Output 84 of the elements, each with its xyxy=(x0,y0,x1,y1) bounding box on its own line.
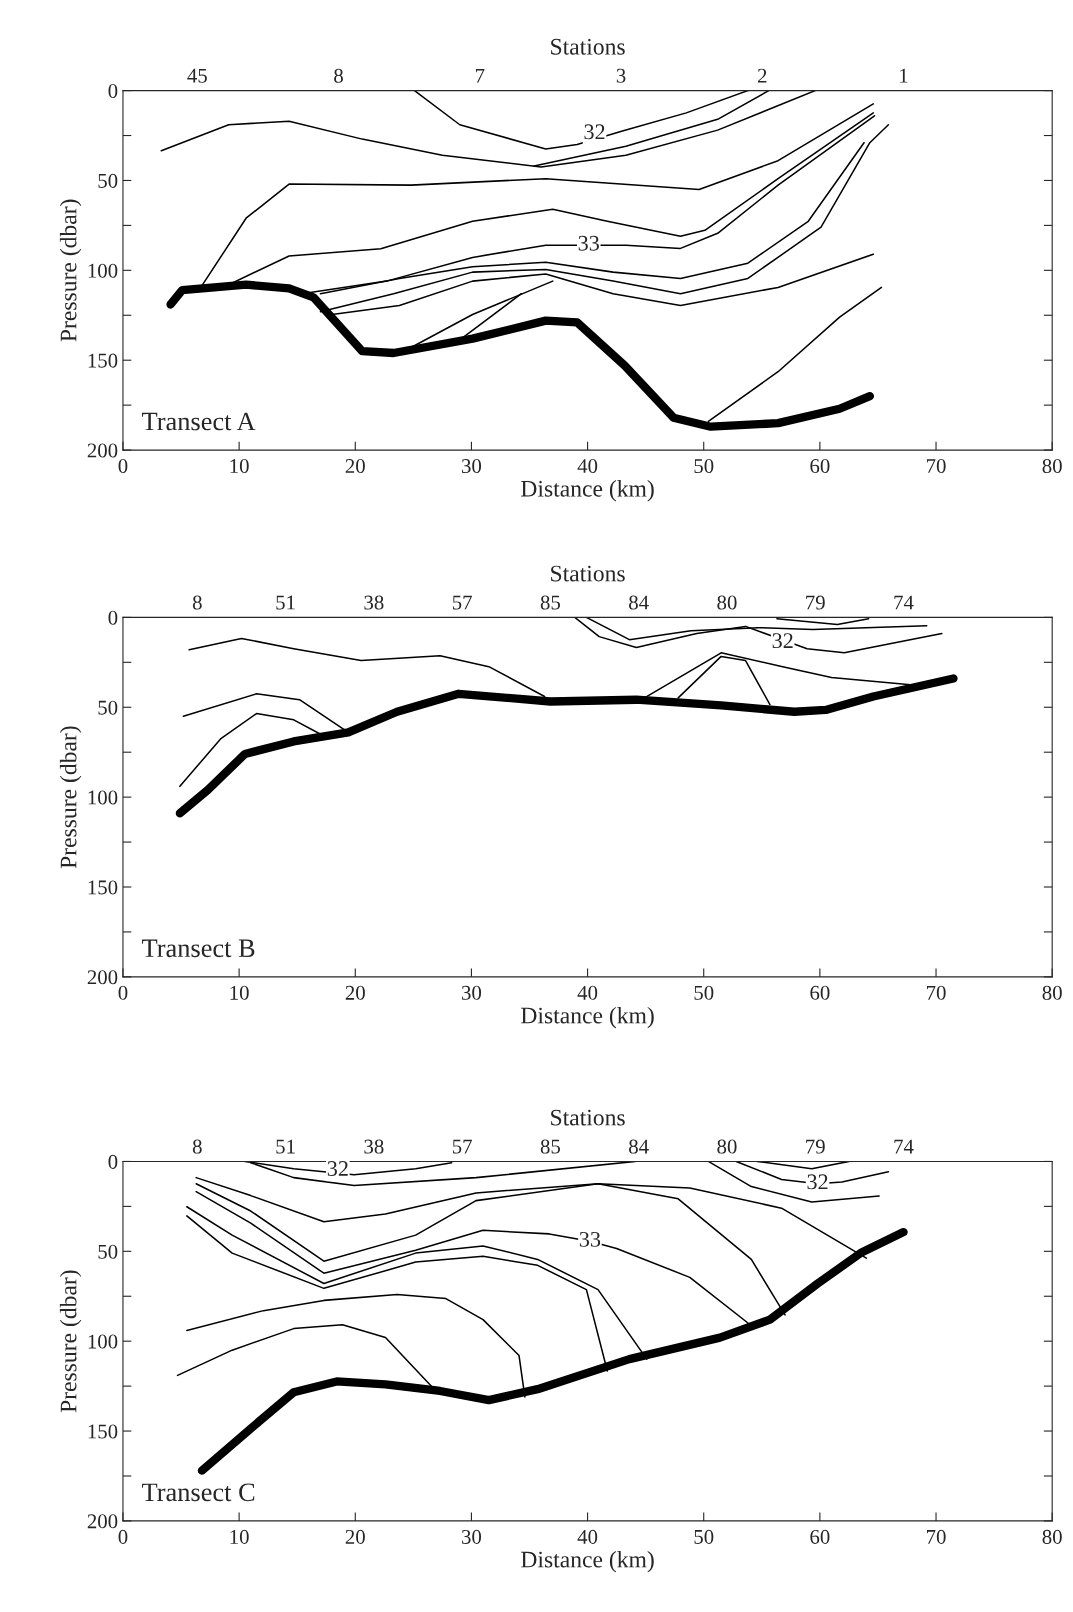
annotation: 32 xyxy=(772,633,793,649)
y-axis-title: Pressure (dbar) xyxy=(59,1270,82,1413)
x-tick-label: 10 xyxy=(230,985,249,1000)
x-tick-label: 50 xyxy=(694,985,714,1000)
text: 74 xyxy=(894,595,914,610)
annotation: Transect A xyxy=(142,412,256,431)
x-tick-label: 30 xyxy=(462,985,482,1000)
text: 1 xyxy=(900,68,908,83)
annotation: 32 xyxy=(807,1174,828,1190)
x-tick-label: 60 xyxy=(810,1529,830,1544)
text: 38 xyxy=(364,595,384,610)
y-tick-label: 0 xyxy=(108,1154,118,1169)
x-tick-label: 10 xyxy=(230,459,249,474)
x-tick-label: 70 xyxy=(926,985,946,1000)
text: 84 xyxy=(629,595,649,610)
annotation: 32 xyxy=(584,124,605,140)
text: 38 xyxy=(364,1139,384,1154)
x-tick-label: 0 xyxy=(118,459,128,474)
text: 8 xyxy=(334,68,343,83)
x-tick-label: 10 xyxy=(230,1529,249,1544)
y-tick-label: 150 xyxy=(88,880,118,895)
x-tick-label: 0 xyxy=(118,985,128,1000)
y-axis-title: Pressure (dbar) xyxy=(59,199,82,342)
text: 85 xyxy=(540,595,561,610)
text: 79 xyxy=(806,1139,825,1154)
x-tick-label: 40 xyxy=(577,459,598,474)
x-tick-label: 40 xyxy=(577,985,598,1000)
x-tick-label: 30 xyxy=(462,1529,482,1544)
x-tick-label: 40 xyxy=(577,1529,598,1544)
x-axis-title: Distance (km) xyxy=(521,1550,654,1573)
y-tick-label: 100 xyxy=(88,790,118,805)
y-axis-title: Pressure (dbar) xyxy=(59,726,82,869)
text: 74 xyxy=(894,1139,914,1154)
text: 57 xyxy=(452,595,472,610)
y-tick-label: 100 xyxy=(88,263,118,278)
x-tick-label: 70 xyxy=(926,1529,946,1544)
y-tick-label: 150 xyxy=(88,353,118,368)
x-tick-label: 60 xyxy=(810,985,830,1000)
text: 57 xyxy=(452,1139,472,1154)
x-tick-label: 50 xyxy=(694,1529,714,1544)
x-tick-label: 20 xyxy=(345,459,365,474)
y-tick-label: 0 xyxy=(108,610,118,625)
x-tick-label: 20 xyxy=(345,1529,365,1544)
x-axis-title: Distance (km) xyxy=(521,480,654,502)
text: 80 xyxy=(717,1139,737,1154)
text: 85 xyxy=(540,1139,561,1154)
y-tick-label: 0 xyxy=(108,83,118,99)
text: 45 xyxy=(187,68,207,83)
y-tick-label: 50 xyxy=(98,1244,118,1259)
x-tick-label: 80 xyxy=(1042,985,1062,1000)
text: 51 xyxy=(276,1139,295,1154)
text: 51 xyxy=(276,595,295,610)
y-tick-label: 200 xyxy=(87,443,118,458)
annotation: 32 xyxy=(327,1161,348,1176)
y-tick-label: 100 xyxy=(88,1334,118,1349)
x-tick-label: 30 xyxy=(462,459,482,474)
x-tick-label: 60 xyxy=(810,459,830,474)
x-tick-label: 80 xyxy=(1042,1529,1062,1544)
x-tick-label: 20 xyxy=(345,985,365,1000)
y-tick-label: 200 xyxy=(87,970,118,985)
text: 3 xyxy=(616,68,626,83)
y-tick-label: 200 xyxy=(87,1514,118,1529)
text: 8 xyxy=(192,1139,202,1154)
chart-title: Stations xyxy=(551,38,625,55)
y-tick-label: 150 xyxy=(88,1424,118,1439)
annotation: Transect C xyxy=(142,1483,255,1502)
y-tick-label: 50 xyxy=(98,173,118,188)
x-tick-label: 80 xyxy=(1042,459,1062,474)
chart-title: Stations xyxy=(551,565,625,582)
text: 7 xyxy=(475,68,485,83)
x-tick-label: 70 xyxy=(926,459,946,474)
annotation: Transect B xyxy=(142,939,255,958)
text: 84 xyxy=(629,1139,649,1154)
x-tick-label: 50 xyxy=(694,459,714,474)
annotation: 33 xyxy=(579,1231,601,1247)
text: 80 xyxy=(717,595,737,610)
y-tick-label: 50 xyxy=(98,700,118,715)
text: 8 xyxy=(192,595,202,610)
chart-title: Stations xyxy=(551,1109,625,1126)
annotation: 33 xyxy=(578,235,599,251)
x-tick-label: 0 xyxy=(118,1529,128,1544)
x-axis-title: Distance (km) xyxy=(521,1006,654,1029)
text: 79 xyxy=(806,595,825,610)
text: 2 xyxy=(757,68,767,83)
